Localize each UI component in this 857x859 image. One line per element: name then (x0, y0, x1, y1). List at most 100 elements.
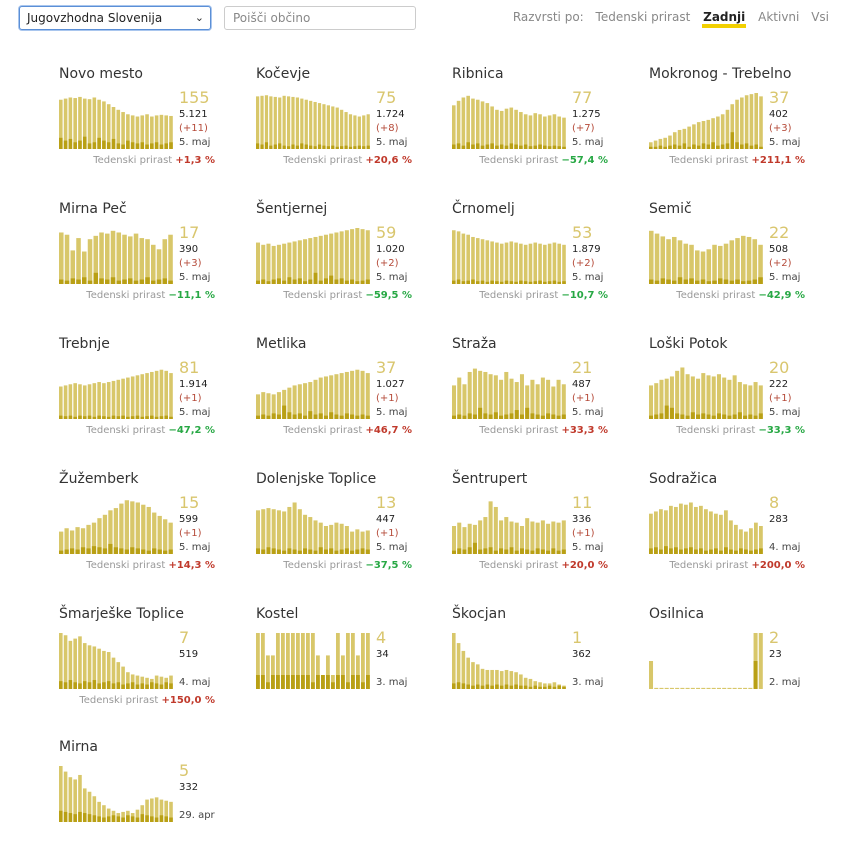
sort-option-tedenski-prirast[interactable]: Tedenski prirast (595, 10, 691, 24)
municipality-card[interactable]: Sodražica 8 283 4. maj Tedenski prirast +200… (649, 471, 819, 591)
sort-option-zadnji[interactable]: Zadnji (702, 10, 747, 28)
municipality-card[interactable]: Osilnica 2 23 2. maj (649, 606, 819, 726)
daily-bar (146, 550, 151, 554)
trend-bar (684, 504, 688, 554)
daily-bar (457, 548, 462, 554)
municipality-card[interactable]: Šentjernej 59 1.020 (+2) 5. maj Tedenski prir… (256, 201, 426, 321)
municipality-card[interactable]: Šentrupert 11 336 (+1) 5. maj Tedenski priras… (452, 471, 622, 591)
trend-bar (151, 244, 156, 284)
weekly-growth-label: Tedenski prirast (479, 290, 559, 301)
municipality-card[interactable]: Šmarješke Toplice 7 519 4. maj Tedenski prir… (59, 606, 229, 726)
trend-bar (169, 801, 173, 822)
trend-bar (556, 379, 561, 419)
municipality-card[interactable]: Straža 21 487 (+1) 5. maj Tedenski prirast +3… (452, 336, 622, 456)
trend-bar (261, 244, 266, 284)
active-cases: 81 (179, 358, 200, 377)
municipality-name: Kočevje (256, 66, 311, 82)
municipality-card[interactable]: Novo mesto 155 5.121 (+11) 5. maj Tedenski pr… (59, 66, 229, 186)
daily-bar (561, 549, 566, 554)
trend-bar (466, 95, 470, 149)
daily-bar (366, 675, 370, 689)
daily-bar (102, 682, 106, 689)
weekly-growth-value: −33,3 % (758, 425, 805, 436)
municipality-card[interactable]: Ribnica 77 1.275 (+7) 5. maj Tedenski prirast… (452, 66, 622, 186)
weekly-growth-label: Tedenski prirast (676, 425, 756, 436)
trend-bar (340, 109, 344, 149)
trend-chart (452, 95, 566, 149)
daily-bar (551, 548, 556, 554)
trend-bar (556, 522, 561, 554)
daily-bar (562, 146, 566, 149)
trend-bar (758, 244, 763, 284)
daily-bar (111, 815, 116, 822)
sort-option-aktivni[interactable]: Aktivni (758, 10, 800, 24)
daily-bar (355, 281, 360, 284)
weekly-growth-value: −47,2 % (168, 425, 215, 436)
daily-bar (754, 144, 759, 149)
search-input[interactable]: Poišči občino (224, 6, 416, 30)
daily-bar (478, 549, 483, 554)
trend-bar (329, 233, 334, 284)
trend-bar (716, 374, 721, 419)
daily-bar (97, 415, 101, 419)
trend-bar (339, 231, 344, 284)
daily-bar (727, 415, 732, 419)
daily-bar (758, 413, 763, 419)
municipality-name: Mirna (59, 739, 98, 755)
daily-bar (357, 145, 361, 149)
new-cases: (+1) (769, 393, 792, 404)
daily-bar (164, 816, 169, 822)
region-select[interactable]: Jugovzhodna Slovenija ⌄ (19, 6, 211, 30)
trend-bar (334, 522, 339, 554)
trend-bar (696, 378, 701, 419)
daily-bar (154, 683, 159, 689)
municipality-card[interactable]: Trebnje 81 1.914 (+1) 5. maj Tedenski prirast… (59, 336, 229, 456)
municipality-card[interactable]: Črnomelj 53 1.879 (+2) 5. maj Tedenski priras… (452, 201, 622, 321)
municipality-card[interactable]: Mirna Peč 17 390 (+3) 5. maj Tedenski prirast… (59, 201, 229, 321)
trend-bar (692, 124, 696, 149)
municipality-card[interactable]: Kočevje 75 1.724 (+8) 5. maj Tedenski prirast… (256, 66, 426, 186)
weekly-growth: Tedenski prirast +1,3 % (93, 155, 215, 166)
daily-bar (99, 278, 104, 284)
municipality-card[interactable]: Škocjan 1 362 3. maj (452, 606, 622, 726)
trend-bar (562, 117, 566, 149)
trend-bar (59, 633, 63, 689)
daily-bar (509, 685, 514, 689)
trend-bar (543, 244, 547, 284)
weekly-growth-label: Tedenski prirast (283, 290, 363, 301)
trend-bar (154, 370, 159, 419)
municipality-card[interactable]: Dolenjske Toplice 13 447 (+1) 5. maj Tedenski… (256, 471, 426, 591)
trend-bar (680, 367, 685, 419)
daily-bar (256, 143, 260, 149)
trend-bar (533, 681, 538, 689)
municipality-card[interactable]: Loški Potok 20 222 (+1) 5. maj Tedenski prira… (649, 336, 819, 456)
trend-bar (732, 375, 737, 419)
daily-bar (683, 279, 689, 284)
daily-bar (716, 413, 721, 419)
sort-option-vsi[interactable]: Vsi (811, 10, 829, 24)
trend-bar (666, 239, 671, 284)
municipality-name: Mokronog - Trebelno (649, 66, 792, 82)
municipality-card[interactable]: Metlika 37 1.027 (+1) 5. maj Tedenski prirast… (256, 336, 426, 456)
daily-bar (360, 548, 365, 554)
daily-bar (689, 547, 693, 554)
municipality-card[interactable]: Mirna 5 332 29. apr (59, 739, 229, 859)
weekly-growth: Tedenski prirast +200,0 % (669, 560, 805, 571)
total-cases: 1.020 (376, 244, 405, 255)
municipality-card[interactable]: Mokronog - Trebelno 37 402 (+3) 5. maj Tedens… (649, 66, 819, 186)
daily-bar (528, 146, 533, 149)
trend-bar (82, 251, 87, 284)
trend-chart (452, 368, 566, 419)
municipality-card[interactable]: Žužemberk 15 599 (+1) 5. maj Tedenski prirast… (59, 471, 229, 591)
daily-bar (169, 416, 173, 419)
daily-bar (748, 414, 753, 419)
trend-bar (696, 687, 701, 689)
trend-bar (514, 522, 519, 554)
municipality-card[interactable]: Semič 22 508 (+2) 5. maj Tedenski prirast −42… (649, 201, 819, 321)
daily-bar (106, 142, 111, 149)
search-placeholder: Poišči občino (233, 11, 311, 25)
trend-bar (102, 514, 108, 554)
daily-bar (478, 407, 483, 419)
trend-bar (664, 687, 669, 689)
municipality-card[interactable]: Kostel 4 34 3. maj (256, 606, 426, 726)
